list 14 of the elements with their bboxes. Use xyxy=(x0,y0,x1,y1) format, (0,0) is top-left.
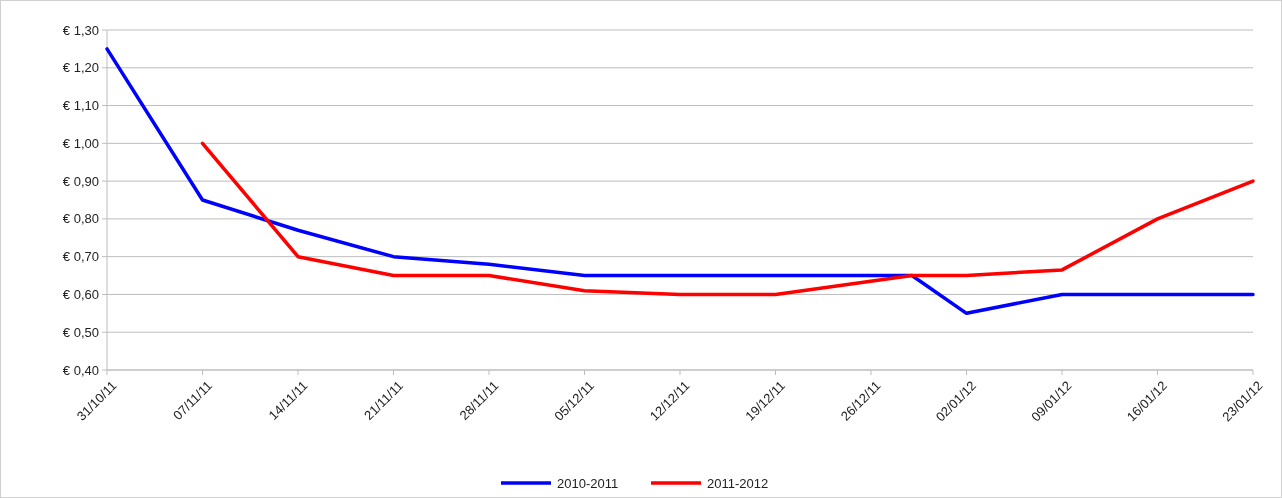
y-tick-label: € 0,60 xyxy=(62,286,99,302)
line-series xyxy=(105,47,1255,316)
y-tick-label: € 0,70 xyxy=(62,249,99,265)
y-tick-label: € 0,40 xyxy=(62,362,99,378)
y-tick-label: € 1,20 xyxy=(62,60,99,76)
y-tick-label: € 0,90 xyxy=(62,173,99,189)
y-tick-label: € 1,10 xyxy=(62,98,99,114)
line-series xyxy=(200,141,1255,297)
legend-label: 2010-2011 xyxy=(557,475,619,491)
y-tick-label: € 1,30 xyxy=(62,22,99,38)
y-tick-label: € 0,80 xyxy=(62,211,99,227)
legend-label: 2011-2012 xyxy=(707,475,769,491)
y-tick-label: € 1,00 xyxy=(62,135,99,151)
y-tick-label: € 0,50 xyxy=(62,324,99,340)
